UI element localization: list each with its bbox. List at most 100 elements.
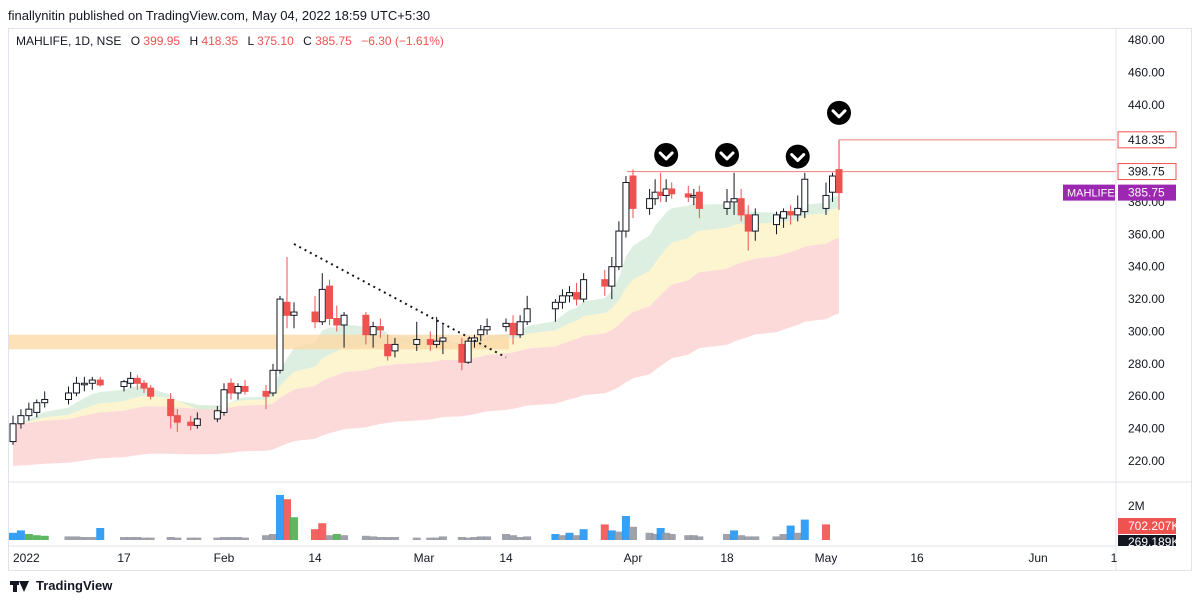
candle-body	[516, 321, 524, 336]
volume-bar	[483, 536, 492, 540]
candle-body	[369, 326, 377, 336]
volume-bar	[744, 536, 753, 540]
candles	[9, 139, 843, 445]
volume-bar	[793, 532, 802, 540]
volume-bar	[390, 537, 399, 540]
candle-body	[311, 311, 319, 323]
volume-bar	[369, 536, 378, 540]
candle-body	[96, 379, 104, 386]
price-tick-label: 460.00	[1128, 65, 1165, 79]
candle	[17, 409, 25, 429]
candle-body	[17, 415, 25, 425]
candle	[234, 383, 242, 400]
candle-body	[822, 194, 830, 209]
candle	[780, 208, 788, 228]
candle-body	[787, 211, 795, 216]
volume-bar	[140, 537, 148, 540]
candle	[477, 324, 485, 342]
marker-chevron	[719, 151, 735, 161]
legend-close-label: C	[303, 34, 312, 48]
volume-bar	[651, 534, 660, 540]
candle	[376, 318, 384, 338]
volume-bar	[80, 537, 89, 540]
candle	[269, 363, 277, 397]
time-tick-label: Mar	[414, 551, 435, 565]
candle	[213, 405, 221, 423]
volume-bar	[361, 535, 370, 540]
volume-bar	[332, 534, 341, 540]
volume-bar	[318, 523, 327, 540]
candle	[140, 380, 148, 393]
volume-bar	[614, 531, 623, 540]
volume-bar	[730, 530, 739, 540]
candle	[167, 392, 175, 429]
candle-body	[276, 298, 284, 371]
price-tick-label: 480.00	[1128, 33, 1165, 47]
candle-body	[187, 421, 195, 426]
volume-bar	[662, 532, 671, 540]
candle	[96, 376, 104, 387]
candle-body	[213, 410, 221, 420]
volume-bar	[186, 537, 195, 540]
candle	[509, 315, 517, 345]
volume-bar	[269, 534, 277, 540]
volume-bar	[476, 536, 485, 540]
volume-bars	[9, 495, 830, 540]
candle-body	[262, 390, 270, 397]
volume-bar	[800, 519, 809, 540]
candle-body	[477, 329, 485, 336]
volume-bar	[32, 535, 41, 540]
candle-body	[127, 377, 135, 384]
candle-body	[413, 339, 421, 345]
candle	[9, 415, 17, 445]
candle	[227, 378, 235, 400]
candle	[262, 384, 270, 410]
legend-open-label: O	[131, 34, 140, 48]
candle	[684, 185, 692, 202]
candle	[580, 273, 588, 303]
time-tick-label: 16	[910, 551, 924, 565]
candle	[88, 376, 96, 390]
volume-bar	[40, 535, 49, 540]
volume-bar	[227, 537, 235, 540]
candle-body	[376, 326, 384, 331]
candle-body	[88, 379, 96, 384]
candle-body	[333, 318, 341, 326]
volume-bar	[523, 536, 532, 540]
candle	[72, 376, 80, 397]
candle-body	[608, 266, 616, 287]
price-tick-label: 300.00	[1128, 324, 1165, 338]
volume-bar	[689, 535, 698, 540]
volume-bar	[173, 537, 182, 540]
high-price-label: 418.35	[1117, 131, 1177, 149]
candle-body	[573, 292, 581, 300]
volume-tick-label: 2M	[1128, 499, 1145, 513]
legend-open-value: 399.95	[143, 34, 180, 48]
volume-bar	[558, 535, 567, 540]
volume-bar	[276, 495, 284, 540]
candle	[516, 315, 524, 338]
legend-close-value: 385.75	[315, 34, 352, 48]
band-green	[13, 195, 839, 424]
volume-bar	[262, 535, 270, 540]
candle-body	[391, 343, 399, 352]
volume-last-label: 702.207K	[1118, 518, 1179, 534]
time-tick-label: 14	[308, 551, 322, 565]
footer-brand: TradingView	[36, 578, 113, 593]
symbol-badge-bg	[1063, 184, 1115, 201]
volume-bar	[88, 537, 97, 540]
resistance-price-label-bg	[1117, 163, 1177, 181]
candle	[601, 269, 609, 296]
volume-bar	[695, 536, 704, 540]
candle-body	[33, 402, 41, 413]
price-tick-label: 240.00	[1128, 422, 1165, 436]
candle	[835, 139, 843, 210]
candle-body	[173, 415, 181, 423]
candle-body	[829, 175, 836, 193]
volume-bar	[72, 536, 81, 540]
price-tick-label: 260.00	[1128, 389, 1165, 403]
candle-body	[668, 188, 676, 195]
candle	[646, 188, 654, 215]
time-tick-label: 14	[499, 551, 513, 565]
